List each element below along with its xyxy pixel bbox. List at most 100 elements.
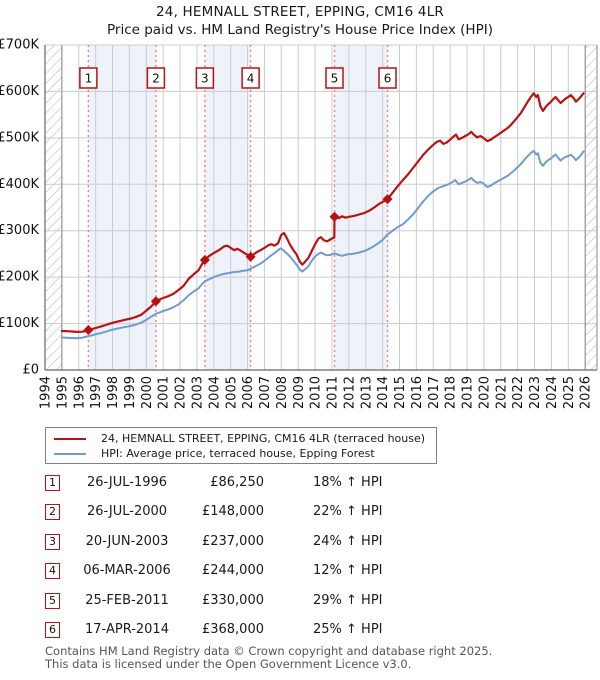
sale-date: 20-JUN-2003	[85, 533, 169, 549]
sale-date: 26-JUL-2000	[86, 504, 168, 520]
y-axis-tick-label: £600K	[0, 84, 39, 99]
license-line-2: This data is licensed under the Open Gov…	[45, 657, 412, 672]
sale-price: £244,000	[201, 563, 264, 579]
sale-row-6: 6 17-APR-2014 £368,000 25% ↑ HPI	[45, 617, 465, 646]
y-axis-tick-label: £0	[22, 363, 39, 378]
x-axis-tick-label: 1994	[39, 376, 54, 409]
property-series-swatch	[54, 438, 86, 440]
sale-number-label: 3	[201, 72, 209, 86]
x-axis-tick-label: 2022	[511, 376, 526, 409]
sale-row-2: 2 26-JUL-2000 £148,000 22% ↑ HPI	[45, 499, 465, 528]
sale-row-4: 4 06-MAR-2006 £244,000 12% ↑ HPI	[45, 558, 465, 587]
sale-date: 17-APR-2014	[85, 621, 169, 637]
y-axis-tick-label: £500K	[0, 130, 39, 145]
sale-number-badge: 4	[45, 563, 60, 580]
sale-date: 26-JUL-1996	[86, 475, 168, 490]
sales-table: 1 26-JUL-1996 £86,250 18% ↑ HPI 2 26-JUL-2000…	[45, 470, 465, 646]
x-axis-tick-label: 2025	[562, 376, 577, 409]
x-axis-tick-label: 2009	[292, 376, 307, 409]
x-axis-tick-label: 2023	[528, 376, 543, 409]
sale-number-badge: 5	[45, 592, 60, 609]
ownership-period-band	[88, 45, 156, 370]
x-axis-tick-label: 2004	[207, 376, 222, 409]
sale-number-box	[241, 67, 260, 89]
page-title: 24, HEMNALL STREET, EPPING, CM16 4LR	[155, 4, 444, 20]
y-axis-tick-label: £400K	[0, 177, 39, 192]
x-axis-tick-label: 2026	[579, 376, 594, 409]
x-axis-tick-label: 2007	[258, 376, 273, 409]
sale-number-label: 5	[331, 72, 339, 86]
no-data-hatch	[585, 45, 597, 370]
x-axis-tick-label: 2000	[140, 376, 155, 409]
x-axis-tick-label: 2016	[410, 376, 425, 409]
sale-hpi-delta: 29% ↑ HPI	[313, 592, 383, 608]
sale-marker-diamond	[150, 296, 161, 307]
sale-marker-diamond	[245, 251, 256, 262]
x-axis-tick-label: 2011	[326, 376, 341, 409]
sale-number-box	[79, 67, 98, 89]
sale-hpi-delta: 25% ↑ HPI	[313, 621, 383, 637]
legend-item-property-series: 24, HEMNALL STREET, EPPING, CM16 4LR (te…	[46, 431, 436, 446]
sale-hpi-delta: 18% ↑ HPI	[313, 475, 383, 490]
x-axis-tick-label: 2003	[190, 376, 205, 409]
x-axis-tick-label: 1995	[55, 376, 70, 409]
sale-number-badge: 2	[45, 504, 60, 521]
y-axis-tick-label: £200K	[0, 270, 39, 285]
sale-hpi-delta: 22% ↑ HPI	[313, 504, 383, 520]
x-axis-tick-label: 1999	[123, 376, 138, 409]
x-axis-tick-label: 2019	[461, 376, 476, 409]
chart-legend: 24, HEMNALL STREET, EPPING, CM16 4LR (te…	[45, 427, 437, 464]
x-axis-tick-label: 2005	[224, 376, 239, 409]
price-history-chart: 1 2 3 4 5 6 £0 £100K £200K £300K £400K £500K £600K £7…	[0, 38, 598, 409]
sale-price: £86,250	[210, 475, 264, 490]
sale-date: 06-MAR-2006	[83, 563, 171, 579]
page-subtitle: Price paid vs. HM Land Registry's House …	[107, 22, 493, 38]
sale-marker-diamond	[199, 254, 210, 265]
sale-number-label: 2	[152, 72, 160, 86]
x-axis-tick-label: 2001	[157, 376, 172, 409]
x-axis-tick-label: 1998	[106, 376, 121, 409]
license-line-1: Contains HM Land Registry data © Crown c…	[45, 644, 493, 658]
sale-number-box	[378, 67, 397, 89]
hpi-average-line	[60, 149, 585, 340]
x-axis-tick-label: 2014	[376, 376, 391, 409]
x-axis-tick-label: 2013	[359, 376, 374, 409]
y-axis-tick-label: £100K	[0, 316, 39, 331]
x-axis-tick-label: 2020	[477, 376, 492, 409]
sale-number-badge: 3	[45, 533, 60, 550]
x-axis-tick-label: 2008	[275, 376, 290, 409]
sale-number-label: 4	[247, 72, 255, 86]
sale-hpi-delta: 24% ↑ HPI	[313, 533, 383, 549]
sale-price: £368,000	[201, 621, 264, 637]
x-axis-tick-label: 1997	[89, 376, 104, 409]
sale-number-label: 1	[85, 72, 93, 86]
ownership-period-band	[334, 45, 388, 370]
x-axis-tick-label: 2002	[174, 376, 189, 409]
x-axis-tick-label: 2018	[444, 376, 459, 409]
y-axis-tick-label: £700K	[0, 38, 39, 53]
x-axis-tick-label: 2006	[241, 376, 256, 409]
sale-marker-diamond	[83, 324, 94, 335]
x-axis-tick-label: 2021	[494, 376, 509, 409]
sale-price: £237,000	[201, 533, 264, 549]
ownership-period-band	[204, 45, 251, 370]
x-axis-tick-label: 2012	[342, 376, 357, 409]
sale-number-box	[325, 67, 344, 89]
x-axis-tick-label: 2024	[545, 376, 560, 409]
sale-hpi-delta: 12% ↑ HPI	[313, 563, 383, 579]
x-axis-tick-label: 1996	[72, 376, 87, 409]
license-footer: Contains HM Land Registry data © Crown c…	[45, 644, 493, 672]
x-axis-tick-label: 2010	[309, 376, 324, 409]
sale-row-5: 5 25-FEB-2011 £330,000 29% ↑ HPI	[45, 588, 465, 617]
hpi-series-label: HPI: Average price, terraced house, Eppi…	[101, 447, 375, 460]
sale-marker-diamond	[382, 194, 393, 205]
hpi-series-swatch	[54, 453, 86, 455]
sale-number-badge: 1	[45, 475, 60, 491]
no-data-hatch	[45, 45, 62, 370]
sale-row-3: 3 20-JUN-2003 £237,000 24% ↑ HPI	[45, 529, 465, 558]
sale-date: 25-FEB-2011	[85, 592, 169, 608]
y-axis-tick-label: £300K	[0, 223, 39, 238]
sale-number-badge: 6	[45, 621, 60, 638]
x-axis-tick-label: 2017	[427, 376, 442, 409]
